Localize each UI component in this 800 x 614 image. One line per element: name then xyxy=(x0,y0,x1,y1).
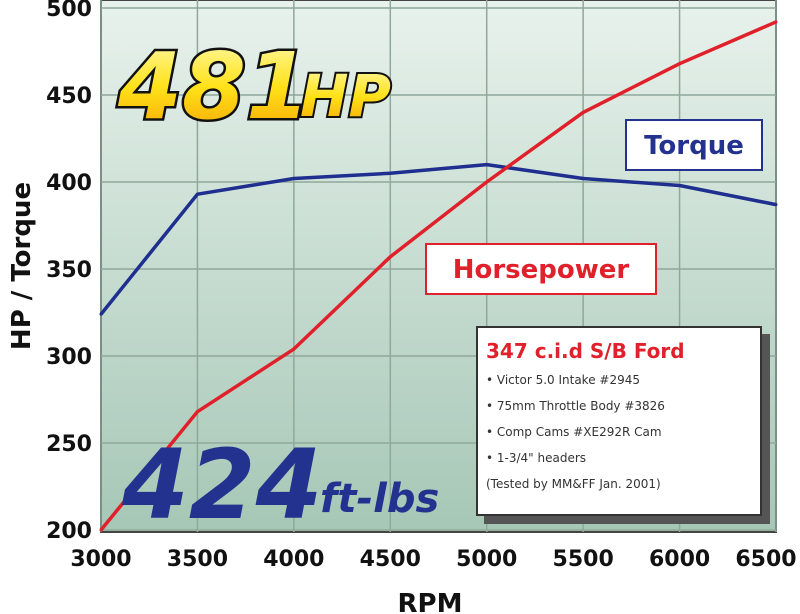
x-tick-label: 4000 xyxy=(263,547,324,572)
x-tick-label: 6500 xyxy=(735,547,796,572)
y-tick-label: 400 xyxy=(46,171,92,196)
info-line: • Comp Cams #XE292R Cam xyxy=(486,425,662,439)
info-line: (Tested by MM&FF Jan. 2001) xyxy=(486,477,661,491)
hp-value: 481 xyxy=(117,33,310,140)
legend-torque: Torque xyxy=(625,119,763,171)
torque-value: 424 xyxy=(121,429,322,541)
hp-unit: HP xyxy=(300,62,391,130)
y-tick-label: 200 xyxy=(46,519,92,544)
hp-headline: 481 HP xyxy=(115,31,394,143)
y-tick-label: 350 xyxy=(46,258,92,283)
torque-headline: 424 ft-lbs xyxy=(121,429,439,541)
torque-point xyxy=(195,192,199,196)
x-tick-label: 3000 xyxy=(70,547,131,572)
torque-point xyxy=(678,183,682,187)
horsepower-point xyxy=(99,528,103,532)
torque-line xyxy=(99,162,777,316)
svg-text:Torque: Torque xyxy=(644,131,744,161)
info-line: • 1-3/4" headers xyxy=(486,451,586,465)
y-tick-label: 250 xyxy=(46,432,92,457)
y-axis-label: HP / Torque xyxy=(7,182,37,350)
horsepower-point xyxy=(485,180,489,184)
torque-point xyxy=(292,177,296,181)
torque-point xyxy=(774,203,778,207)
x-tick-label: 3500 xyxy=(167,547,228,572)
horsepower-point xyxy=(774,20,778,24)
y-tick-label: 500 xyxy=(46,0,92,22)
x-tick-label: 6000 xyxy=(649,547,710,572)
horsepower-line xyxy=(99,20,777,532)
x-tick-label: 5500 xyxy=(553,547,614,572)
torque-point xyxy=(99,312,103,316)
y-axis-ticks: 200 250 300 350 400 450 500 xyxy=(46,0,92,544)
horsepower-point xyxy=(195,410,199,414)
legend-horsepower: Horsepower xyxy=(425,243,657,295)
info-line: • Victor 5.0 Intake #2945 xyxy=(486,373,640,387)
torque-point xyxy=(485,163,489,167)
svg-text:Horsepower: Horsepower xyxy=(453,255,630,285)
series-lines xyxy=(99,20,778,532)
torque-point xyxy=(581,177,585,181)
x-axis-ticks: 3000 3500 4000 4500 5000 5500 6000 6500 xyxy=(70,547,796,572)
horsepower-point xyxy=(292,347,296,351)
torque-unit: ft-lbs xyxy=(320,476,439,522)
y-tick-label: 450 xyxy=(46,84,92,109)
grid xyxy=(100,0,777,532)
horsepower-point xyxy=(678,62,682,66)
info-line: • 75mm Throttle Body #3826 xyxy=(486,399,665,413)
info-title: 347 c.i.d S/B Ford xyxy=(486,339,685,363)
y-tick-label: 300 xyxy=(46,345,92,370)
horsepower-point xyxy=(388,255,392,259)
x-tick-label: 5000 xyxy=(456,547,517,572)
horsepower-point xyxy=(581,110,585,114)
x-tick-label: 4500 xyxy=(360,547,421,572)
engine-info-box: 347 c.i.d S/B Ford • Victor 5.0 Intake #… xyxy=(476,326,770,524)
x-axis-label: RPM xyxy=(398,589,463,614)
torque-point xyxy=(388,171,392,175)
